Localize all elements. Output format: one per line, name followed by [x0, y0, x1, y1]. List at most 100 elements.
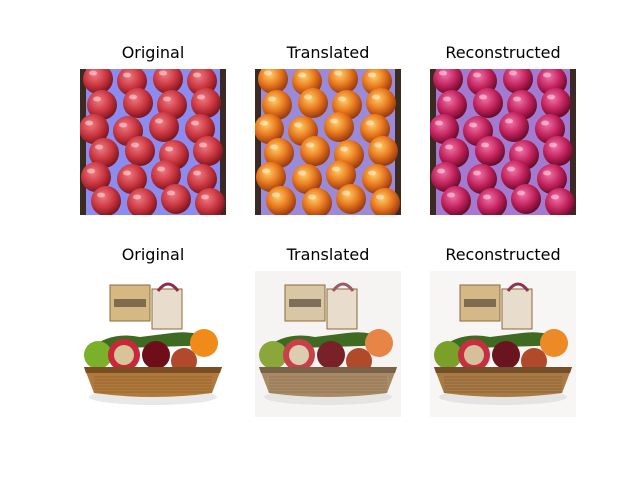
row1-translated-title: Translated [286, 43, 370, 62]
apple [117, 164, 147, 194]
apple [161, 184, 191, 214]
apple-highlight [119, 122, 127, 128]
ribbon [331, 282, 355, 292]
apple [441, 186, 471, 215]
apple [543, 136, 573, 166]
apple-highlight [87, 168, 95, 174]
apple [475, 136, 505, 166]
apple-highlight [298, 72, 306, 78]
apple-highlight [201, 194, 209, 200]
apple-highlight [342, 190, 350, 196]
row1-reconstructed-title: Reconstructed [445, 43, 561, 62]
red-apple [142, 341, 170, 369]
gift-card [326, 288, 358, 330]
apple-highlight [133, 194, 141, 200]
apple [473, 88, 503, 118]
apple [541, 88, 571, 118]
apple-highlight [443, 96, 451, 102]
apple [370, 188, 400, 215]
apple-highlight [191, 120, 199, 126]
apple-highlight [332, 166, 340, 172]
apple-highlight [93, 96, 101, 102]
green-apple [434, 341, 462, 369]
apple-highlight [197, 94, 205, 100]
apple-highlight [543, 72, 551, 78]
apple-highlight [473, 170, 481, 176]
apple [477, 188, 507, 215]
apple [366, 88, 396, 118]
apple [362, 164, 392, 194]
apple-highlight [260, 120, 268, 126]
apple-highlight [368, 170, 376, 176]
cracker-box-label [114, 299, 146, 307]
apple-highlight [515, 146, 523, 152]
apple-highlight [340, 146, 348, 152]
apple-highlight [334, 70, 342, 76]
apple-highlight [268, 96, 276, 102]
apple-highlight [304, 94, 312, 100]
row2-original-image [80, 271, 226, 417]
apple-highlight [123, 72, 131, 78]
apple [302, 188, 332, 215]
apple-highlight [479, 94, 487, 100]
apple-highlight [89, 70, 97, 76]
apple [437, 90, 467, 120]
ribbon [506, 282, 530, 292]
apple [537, 164, 567, 194]
apple-highlight [157, 166, 165, 172]
ribbon [156, 282, 180, 292]
row1-original-image [80, 69, 226, 215]
apple [368, 136, 398, 166]
cheese-wheel-label [114, 345, 134, 365]
apple-highlight [366, 120, 374, 126]
row2-reconstructed-title: Reconstructed [445, 245, 561, 264]
apple-highlight [199, 142, 207, 148]
apple-highlight [262, 168, 270, 174]
apple [153, 69, 183, 94]
apple-highlight [163, 96, 171, 102]
apple-highlight [507, 166, 515, 172]
apple-highlight [193, 170, 201, 176]
apple-highlight [95, 144, 103, 150]
apple-highlight [513, 96, 521, 102]
row2-translated-image [255, 271, 401, 417]
gift-card [151, 288, 183, 330]
apple [258, 69, 288, 94]
apple-highlight [374, 142, 382, 148]
apple [83, 69, 113, 94]
apple [151, 160, 181, 190]
green-apple [259, 341, 287, 369]
apple-highlight [541, 120, 549, 126]
apple [430, 114, 459, 144]
row2-original-title: Original [121, 245, 185, 264]
apple-highlight [473, 72, 481, 78]
apple-highlight [437, 168, 445, 174]
apple [298, 88, 328, 118]
apple [501, 160, 531, 190]
cracker-box-label [464, 299, 496, 307]
apple [545, 188, 575, 215]
apple [431, 162, 461, 192]
apples-tray-translated [255, 69, 401, 215]
apple-highlight [167, 190, 175, 196]
gift-basket-reconstructed [430, 271, 576, 417]
orange [365, 329, 393, 357]
apple [195, 188, 225, 215]
apple [292, 164, 322, 194]
apple [336, 184, 366, 214]
apple-highlight [165, 146, 173, 152]
apple [123, 88, 153, 118]
apple [255, 114, 284, 144]
apple-highlight [97, 192, 105, 198]
apple [89, 138, 119, 168]
apple [326, 160, 356, 190]
red-apple [492, 341, 520, 369]
cheese-wheel-label [464, 345, 484, 365]
apple-highlight [517, 190, 525, 196]
apple-highlight [308, 194, 316, 200]
apple-highlight [338, 96, 346, 102]
apple-highlight [298, 170, 306, 176]
apple [256, 162, 286, 192]
apple [91, 186, 121, 215]
row2-translated-title: Translated [286, 245, 370, 264]
